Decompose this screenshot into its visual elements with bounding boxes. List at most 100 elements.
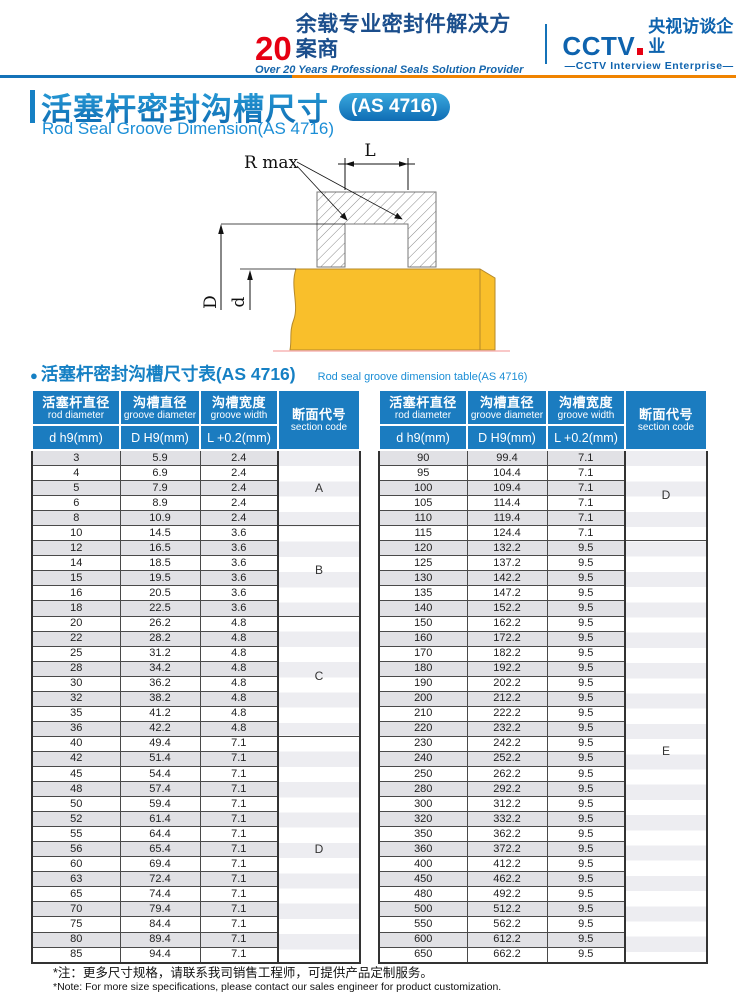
cell: 9.5 [546,826,626,843]
dimension-table-left: 活塞杆直径 rod diameter 沟槽直径 groove diameter 沟槽… [31,388,361,964]
cell: 3.6 [199,600,279,617]
cell: 69.4 [119,856,201,873]
cell: 7.1 [199,796,279,813]
cell: 220 [378,720,468,737]
cell: 9.5 [546,675,626,692]
cell: 19.5 [119,570,201,587]
cell: 85 [31,946,121,964]
table-row: 35 41.2 4.8 [31,705,360,722]
table-row: 75 84.4 7.1 [31,916,360,933]
cell: 7.1 [546,495,626,512]
cell: 9.5 [546,871,626,888]
cell: 6 [31,495,121,512]
cctv-wordmark: CCTV [562,30,636,61]
header-rod-diameter: 活塞杆直径 rod diameter [31,388,121,427]
brand-slogan: 20 余载专业密封件解决方案商 Over 20 Years Profession… [255,12,530,76]
table-row: 105 114.4 7.1 [378,495,707,512]
dimension-table-right: 活塞杆直径 rod diameter 沟槽直径 groove diameter 沟槽… [378,388,708,964]
cell: 55 [31,826,121,843]
section-code-cell: B [277,525,361,617]
cell: 332.2 [466,811,548,828]
cell: 162.2 [466,615,548,632]
cell: 7.1 [199,765,279,783]
cell: 3.6 [199,585,279,602]
cell: 262.2 [466,765,548,783]
table-row: 90 99.4 7.1 D [378,449,708,542]
table-row: 190 202.2 9.5 [378,675,707,692]
logo-divider [544,24,548,64]
cell: 142.2 [466,570,548,587]
cell: 372.2 [466,841,548,858]
table-row: 15 19.5 3.6 [31,570,360,587]
table-row: 650 662.2 9.5 [378,946,707,964]
cell: 2.4 [199,449,279,467]
cell: 95 [378,465,468,482]
cell: 512.2 [466,901,548,918]
table-row: 360 372.2 9.5 [378,841,707,858]
cell: 42 [31,750,121,767]
cell: 9.5 [546,886,626,903]
cctv-label-en: —CCTV Interview Enterprise— [564,59,734,72]
cell: 362.2 [466,826,548,843]
cell: 7.9 [119,480,201,497]
cell: 190 [378,675,468,692]
cell: 462.2 [466,871,548,888]
cell: 9.5 [546,916,626,933]
brand-tagline-en: Over 20 Years Professional Seals Solutio… [255,64,524,76]
cell: 9.5 [546,705,626,722]
cell: 22.5 [119,600,201,617]
cell: 492.2 [466,886,548,903]
cell: 350 [378,826,468,843]
brand-tagline-cn: 余载专业密封件解决方案商 [295,13,511,61]
cell: 5 [31,480,121,497]
cell: 51.4 [119,750,201,767]
table-row: 140 152.2 9.5 [378,600,707,617]
brand-header: 20 余载专业密封件解决方案商 Over 20 Years Profession… [255,12,736,76]
table-header: 活塞杆直径 rod diameter 沟槽直径 groove diameter 沟槽… [378,388,708,451]
cell: 120 [378,540,468,557]
cell: 192.2 [466,660,548,677]
cell: 212.2 [466,690,548,707]
cell: 34.2 [119,660,201,677]
cell: 320 [378,811,468,828]
cell: 14.5 [119,525,201,542]
cell: 59.4 [119,796,201,813]
cell: 7.1 [199,811,279,828]
table-row: 52 61.4 7.1 [31,811,360,828]
cell: 9.5 [546,540,626,557]
cell: 15 [31,570,121,587]
cell: 480 [378,886,468,903]
cell: 80 [31,931,121,948]
cell: 240 [378,750,468,767]
cell: 312.2 [466,796,548,813]
table-header: 活塞杆直径 rod diameter 沟槽直径 groove diameter 沟槽… [31,388,361,451]
cell: 89.4 [119,931,201,948]
cell: 252.2 [466,750,548,767]
cell: 7.1 [546,525,626,542]
cell: 30 [31,675,121,692]
cell: 7.1 [199,916,279,933]
cell: 61.4 [119,811,201,828]
table-row: 450 462.2 9.5 [378,871,707,888]
cell: 16.5 [119,540,201,557]
table-row: 40 49.4 7.1 D [31,735,361,964]
cell: 10 [31,525,121,542]
cell: 135 [378,585,468,602]
standard-badge: (AS 4716) [339,92,450,121]
cell: 8.9 [119,495,201,512]
cell: 70 [31,901,121,918]
cell: 160 [378,630,468,647]
header-groove-width: 沟槽宽度 groove width [199,388,279,427]
header-groove-diameter: 沟槽直径 groove diameter [466,388,548,427]
table-row: 16 20.5 3.6 [31,585,360,602]
table-row: 180 192.2 9.5 [378,660,707,677]
cell: 32 [31,690,121,707]
cell: 79.4 [119,901,201,918]
cell: 2.4 [199,465,279,482]
table-row: 22 28.2 4.8 [31,630,360,647]
page-title-row: 活塞杆密封沟槽尺寸 (AS 4716) [30,84,450,129]
groove-diagram: L R max D d [178,141,558,372]
cell: 6.9 [119,465,201,482]
cell: 202.2 [466,675,548,692]
cell: 7.1 [199,931,279,948]
